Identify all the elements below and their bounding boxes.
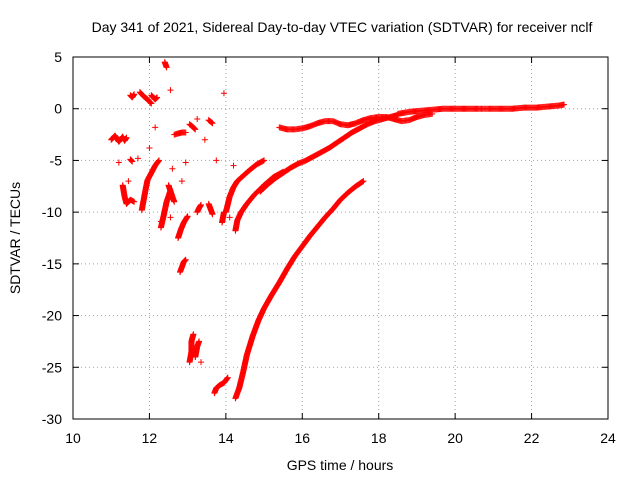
series-arc-07 — [119, 182, 138, 207]
series-arc-08 — [127, 156, 136, 165]
x-tick-label: 24 — [600, 430, 616, 446]
data-point — [209, 120, 216, 127]
series-arc-24 — [222, 157, 268, 216]
data-point — [182, 159, 189, 166]
data-point — [152, 124, 159, 131]
series-arc-15 — [177, 256, 189, 276]
x-tick-label: 18 — [371, 430, 387, 446]
data-point — [131, 198, 138, 205]
data-point — [192, 126, 199, 133]
data-point — [209, 211, 216, 218]
series-arc-10 — [157, 187, 174, 231]
series-arc-14 — [175, 213, 191, 241]
data-point — [360, 178, 367, 185]
series-arc-28 — [276, 110, 436, 133]
series-arc-22 — [220, 90, 227, 97]
data-point — [178, 178, 185, 185]
plot-frame — [72, 56, 609, 420]
x-tick-label: 14 — [218, 430, 234, 446]
series-arc-11 — [165, 182, 178, 205]
y-tick-label: -10 — [42, 204, 62, 220]
data-point — [182, 129, 189, 136]
data-point — [169, 165, 176, 172]
data-point — [155, 157, 162, 164]
y-tick-label: 0 — [54, 101, 62, 117]
series-arc-02 — [127, 91, 138, 101]
x-tick-label: 10 — [65, 430, 81, 446]
data-point — [154, 94, 161, 101]
series-arc-09 — [138, 157, 162, 214]
data-point — [561, 101, 568, 108]
series-arc-04 — [148, 92, 161, 103]
data-point — [171, 198, 178, 205]
series-arc-18 — [194, 201, 205, 216]
data-point — [184, 213, 191, 220]
x-axis-label: GPS time / hours — [287, 457, 394, 473]
series-arc-01 — [108, 132, 130, 145]
data-point — [261, 157, 268, 164]
data-point — [208, 119, 215, 126]
series-arc-19 — [205, 117, 216, 127]
series-arc-26 — [232, 178, 367, 402]
data-point — [226, 214, 233, 221]
data-point — [198, 201, 205, 208]
series-arc-20 — [205, 200, 216, 218]
data-point — [131, 91, 138, 98]
data-point — [201, 136, 208, 143]
data-point — [213, 157, 220, 164]
data-point — [163, 64, 170, 71]
data-series — [108, 59, 568, 402]
data-point — [182, 256, 189, 263]
data-point — [115, 159, 122, 166]
data-point — [194, 116, 201, 123]
series-arc-03 — [136, 89, 155, 107]
data-point — [359, 178, 366, 185]
series-scatter — [115, 116, 237, 366]
data-point — [220, 90, 227, 97]
y-tick-label: -25 — [42, 359, 62, 375]
series-arc-27 — [257, 111, 401, 195]
data-point — [157, 218, 164, 225]
grid — [73, 57, 608, 419]
y-tick-label: -20 — [42, 308, 62, 324]
series-arc-05 — [161, 59, 170, 71]
data-point — [134, 155, 141, 162]
series-arc-12 — [171, 129, 189, 138]
data-point — [230, 162, 237, 169]
x-tick-label: 20 — [447, 430, 463, 446]
x-tick-label: 12 — [142, 430, 158, 446]
series-arc-06 — [167, 87, 174, 94]
series-arc-29 — [394, 101, 568, 117]
y-tick-label: -5 — [50, 152, 63, 168]
data-point — [146, 145, 153, 152]
y-tick-label: -15 — [42, 256, 62, 272]
chart-title: Day 341 of 2021, Sidereal Day-to-day VTE… — [92, 19, 593, 35]
data-point — [224, 374, 231, 381]
data-point — [167, 87, 174, 94]
data-point — [190, 331, 197, 338]
data-point — [125, 178, 132, 185]
x-tick-label: 22 — [524, 430, 540, 446]
data-point — [167, 214, 174, 221]
data-point — [198, 359, 205, 366]
series-arc-23 — [211, 374, 231, 397]
data-point — [196, 338, 203, 345]
series-arc-16 — [186, 331, 197, 366]
series-arc-17 — [192, 338, 203, 360]
data-point — [129, 158, 136, 165]
x-tick-label: 16 — [294, 430, 310, 446]
series-arc-13 — [186, 121, 199, 133]
axis-ticks: 10 12 14 16 18 20 22 24 5 0 -5 -10 -15 -20 -25 -30 — [42, 49, 616, 446]
y-tick-label: -30 — [42, 411, 62, 427]
y-tick-label: 5 — [54, 49, 62, 65]
data-point — [147, 99, 154, 106]
data-point — [148, 100, 155, 107]
data-point — [123, 134, 130, 141]
data-point — [147, 99, 154, 106]
y-axis-label: SDTVAR / TECUs — [7, 182, 23, 294]
data-point — [208, 119, 215, 126]
